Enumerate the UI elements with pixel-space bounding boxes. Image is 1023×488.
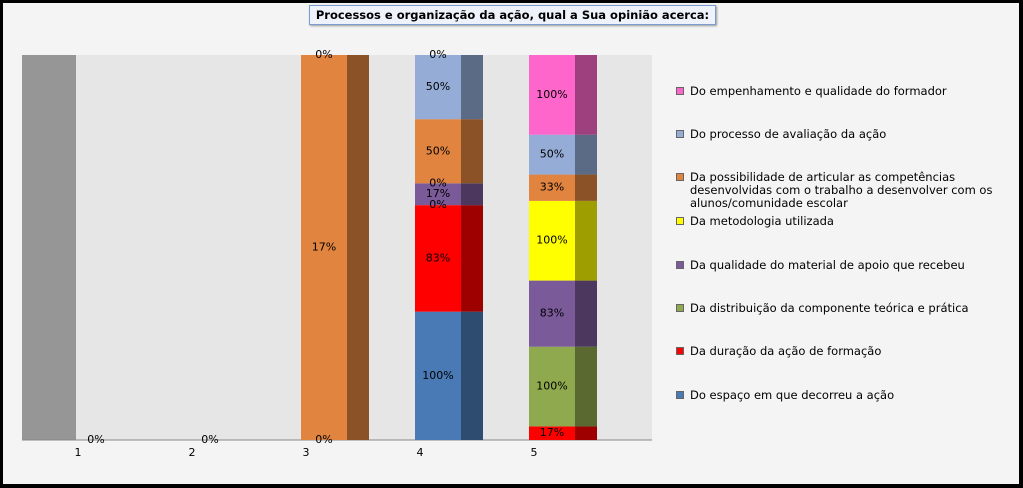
data-label: 83%: [426, 251, 450, 264]
data-label: 17%: [312, 241, 336, 254]
bar-side: [461, 311, 483, 440]
data-label: 0%: [201, 433, 218, 446]
bar: [415, 183, 461, 206]
data-label: 83%: [540, 307, 564, 320]
bar: [415, 205, 461, 312]
bar: [301, 55, 347, 440]
data-label: 0%: [315, 433, 332, 446]
bar-side: [575, 346, 597, 427]
bar: [529, 280, 575, 347]
bar-side: [575, 134, 597, 175]
legend-label: Da duração da ação de formação: [690, 344, 882, 358]
legend-entry: Da possibilidade de articular as competê…: [676, 171, 1012, 210]
bar: [529, 426, 575, 440]
x-tick-label: 2: [189, 446, 196, 459]
bar: [415, 311, 461, 440]
data-label: 100%: [536, 380, 567, 393]
data-label: 33%: [540, 181, 564, 194]
data-label: 0%: [429, 176, 446, 189]
legend-entry: Do empenhamento e qualidade do formador: [676, 85, 1012, 98]
legend-entry: Do processo de avaliação da ação: [676, 128, 1012, 141]
bar-side: [461, 183, 483, 206]
legend-swatch: [676, 304, 684, 312]
data-label: 17%: [540, 426, 564, 439]
bar-side: [575, 55, 597, 135]
legend-entry: Do espaço em que decorreu a ação: [676, 389, 1012, 402]
data-label: 0%: [87, 433, 104, 446]
x-tick-label: 3: [303, 446, 310, 459]
legend-entry: Da distribuição da componente teórica e …: [676, 302, 1012, 315]
legend-label: Da distribuição da componente teórica e …: [690, 301, 969, 315]
bar-side: [575, 280, 597, 347]
data-label: 0%: [429, 198, 446, 211]
data-label: 50%: [426, 144, 450, 157]
bar-side: [575, 200, 597, 281]
bar: [529, 134, 575, 175]
legend-label: Da metodologia utilizada: [690, 214, 834, 228]
bar-side: [575, 174, 597, 201]
legend-label: Da possibilidade de articular as competê…: [690, 170, 993, 210]
bar: [529, 346, 575, 427]
legend-swatch: [676, 347, 684, 355]
legend-swatch: [676, 130, 684, 138]
legend-swatch: [676, 261, 684, 269]
bar-side: [461, 205, 483, 312]
chart-title: Processos e organização da ação, qual a …: [309, 5, 716, 25]
legend-swatch: [676, 217, 684, 225]
legend-swatch: [676, 173, 684, 181]
legend-entry: Da duração da ação de formação: [676, 345, 1012, 358]
bar: [415, 55, 461, 120]
bar-side: [461, 119, 483, 184]
bar: [415, 119, 461, 184]
data-label: 100%: [536, 88, 567, 101]
legend-label: Do empenhamento e qualidade do formador: [690, 84, 947, 98]
data-label: 100%: [536, 234, 567, 247]
data-label: 50%: [426, 80, 450, 93]
bar-side: [347, 55, 369, 440]
data-label: 0%: [315, 48, 332, 61]
legend-entry: Da qualidade do material de apoio que re…: [676, 259, 1012, 272]
data-label: 50%: [540, 148, 564, 161]
legend-swatch: [676, 87, 684, 95]
legend-label: Do processo de avaliação da ação: [690, 127, 887, 141]
legend-label: Da qualidade do material de apoio que re…: [690, 258, 965, 272]
x-tick-label: 5: [531, 446, 538, 459]
legend-swatch: [676, 391, 684, 399]
legend-entry: Da metodologia utilizada: [676, 215, 1012, 228]
data-label: 17%: [426, 187, 450, 200]
bar: [529, 55, 575, 135]
x-tick-label: 1: [75, 446, 82, 459]
legend-label: Do espaço em que decorreu a ação: [690, 388, 895, 402]
bar: [529, 174, 575, 201]
data-label: 0%: [429, 48, 446, 61]
bar: [529, 200, 575, 281]
bar-side: [575, 426, 597, 440]
side-wall: [22, 55, 76, 440]
bar-side: [461, 55, 483, 120]
x-tick-label: 4: [417, 446, 424, 459]
data-label: 100%: [422, 369, 453, 382]
